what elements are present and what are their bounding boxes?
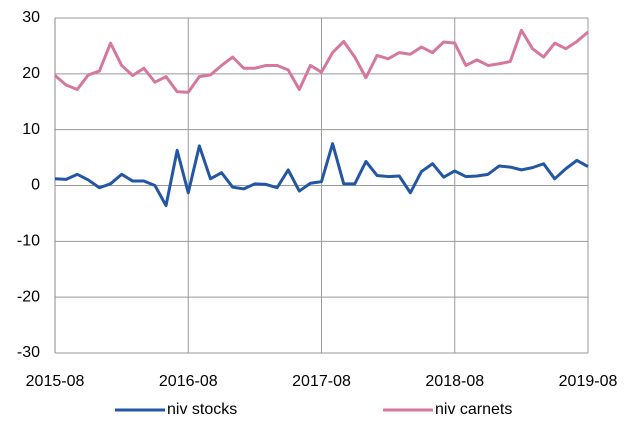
y-tick-label: -10 xyxy=(17,233,40,250)
y-tick-label: 0 xyxy=(31,177,40,194)
legend-label: niv carnets xyxy=(435,401,512,418)
x-tick-label: 2017-08 xyxy=(292,373,351,390)
y-tick-label: -30 xyxy=(17,344,40,361)
legend-label: niv stocks xyxy=(167,401,237,418)
y-tick-label: 30 xyxy=(22,9,40,26)
series-line xyxy=(54,142,589,208)
x-tick-label: 2015-08 xyxy=(26,373,85,390)
series-line xyxy=(54,28,589,94)
y-tick-label: 10 xyxy=(22,121,40,138)
x-tick-label: 2018-08 xyxy=(425,373,484,390)
y-tick-label: -20 xyxy=(17,288,40,305)
x-tick-label: 2019-08 xyxy=(559,373,618,390)
y-tick-label: 20 xyxy=(22,65,40,82)
x-tick-label: 2016-08 xyxy=(159,373,218,390)
